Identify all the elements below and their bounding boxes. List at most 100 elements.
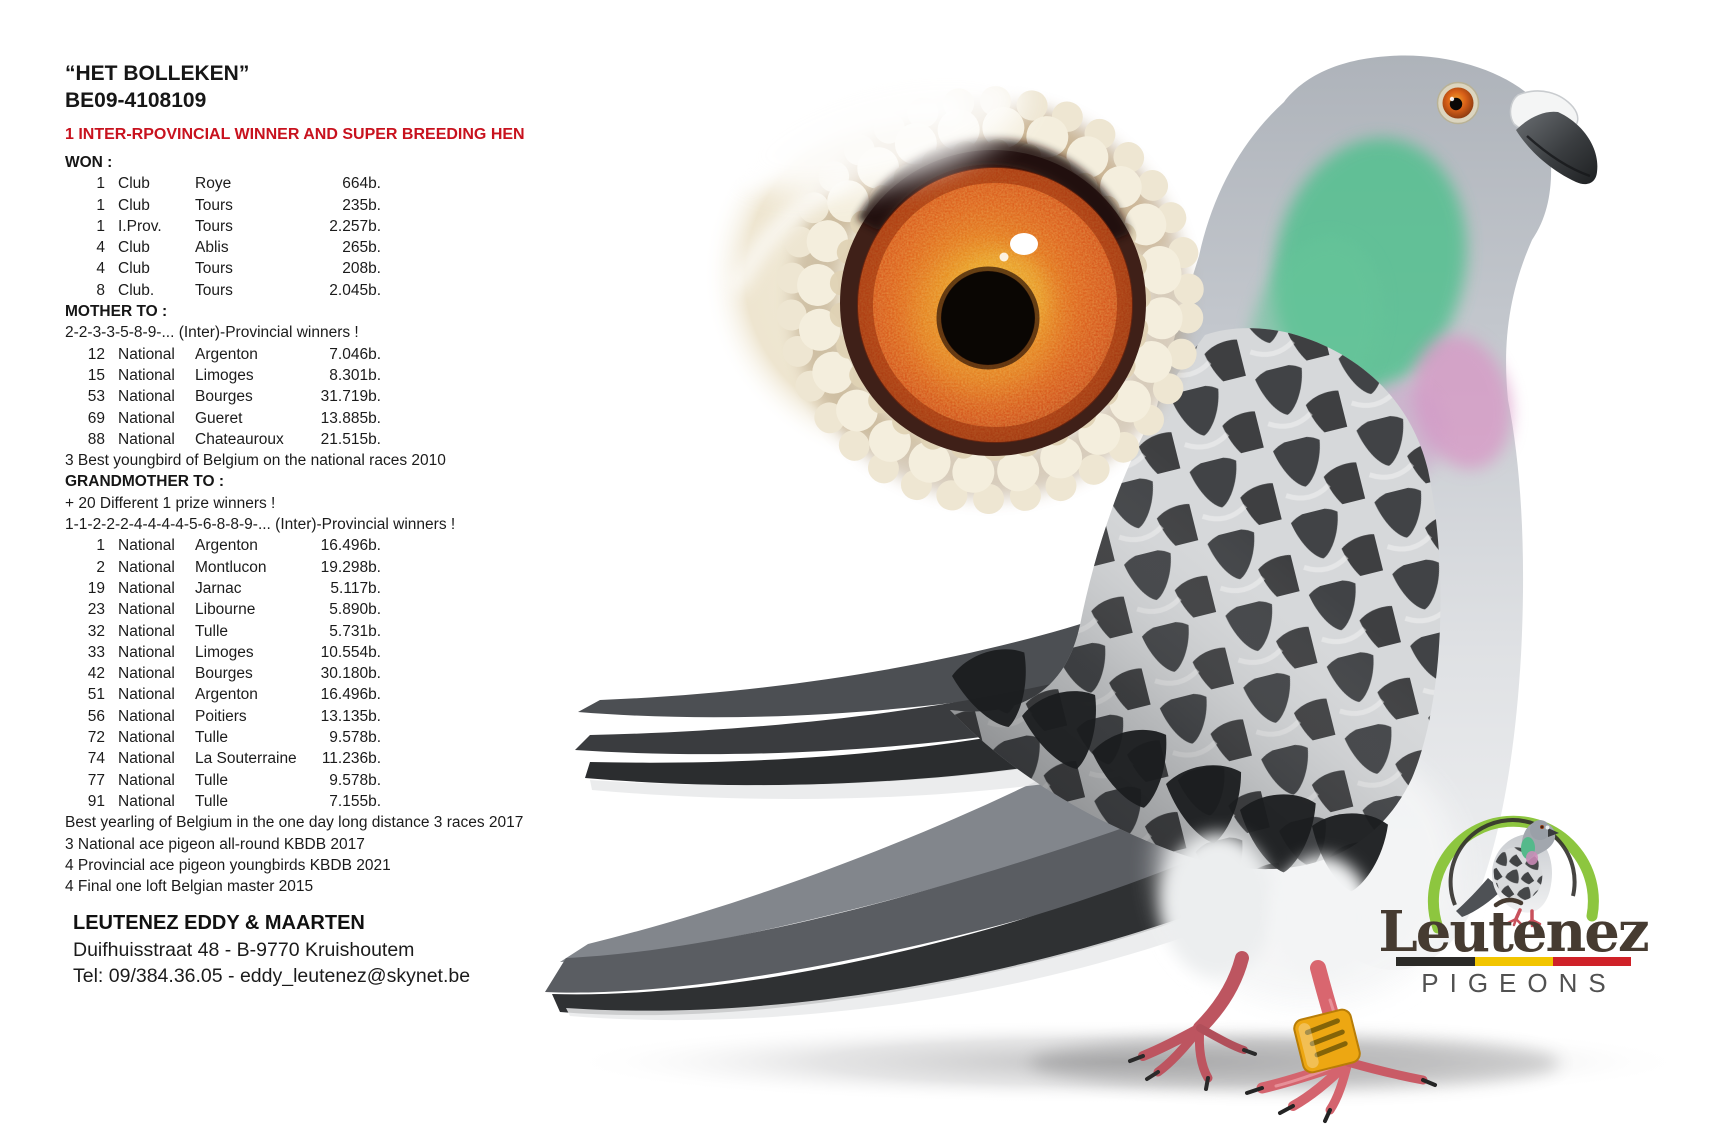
result-position: 1 — [96, 217, 105, 235]
ring-number: BE09-4108109 — [65, 89, 207, 112]
grandmother-intro-1: + 20 Different 1 prize winners ! — [65, 494, 276, 512]
pedigree-text-column: “HET BOLLEKEN” BE09-4108109 1 INTER-RPOV… — [65, 60, 650, 989]
result-level: Club — [118, 260, 150, 278]
result-row: 51 National Argenton 16.496b. — [65, 684, 650, 705]
result-race: Tulle — [195, 729, 229, 747]
result-position: 72 — [87, 729, 105, 747]
breeder-tel-email: Tel: 09/384.36.05 - eddy_leutenez@skynet… — [73, 965, 471, 988]
result-row: 8 Club. Tours 2.045b. — [65, 280, 650, 301]
result-row: 19 National Jarnac 5.117b. — [65, 578, 650, 599]
result-position: 4 — [96, 260, 105, 278]
result-level: National — [118, 792, 175, 810]
result-level: I.Prov. — [118, 217, 162, 235]
result-birds: 664b. — [342, 175, 381, 193]
result-race: Roye — [195, 175, 232, 193]
result-row: 23 National Libourne 5.890b. — [65, 599, 650, 620]
pigeon-photo — [545, 55, 1598, 1123]
result-level: National — [118, 579, 175, 597]
result-birds: 2.257b. — [329, 217, 381, 235]
result-race: Tours — [195, 196, 233, 214]
logo-pigeon-icon — [1456, 820, 1559, 928]
result-birds: 5.890b. — [329, 601, 381, 619]
result-position: 1 — [96, 196, 105, 214]
result-row: 42 National Bourges 30.180b. — [65, 663, 650, 684]
result-race: La Souterraine — [195, 750, 297, 768]
pigeon-thighs — [1162, 833, 1372, 980]
result-race: Tours — [195, 260, 233, 278]
result-level: National — [118, 707, 175, 725]
belgian-flag-stripe — [1396, 957, 1631, 966]
result-row: 32 National Tulle 5.731b. — [65, 621, 650, 642]
result-birds: 16.496b. — [320, 537, 381, 555]
result-race: Bourges — [195, 665, 253, 683]
result-level: National — [118, 388, 175, 406]
result-birds: 13.135b. — [320, 707, 381, 725]
result-level: National — [118, 558, 175, 576]
breeder-name: LEUTENEZ EDDY & MAARTEN — [73, 912, 365, 935]
result-position: 33 — [87, 643, 105, 661]
result-birds: 9.578b. — [329, 729, 381, 747]
result-race: Limoges — [195, 366, 254, 384]
result-birds: 10.554b. — [320, 643, 381, 661]
result-position: 56 — [87, 707, 105, 725]
result-race: Jarnac — [195, 579, 242, 597]
grandmother-intro-2: 1-1-2-2-2-4-4-4-4-5-6-8-8-9-... (Inter)-… — [65, 516, 456, 534]
result-row: 33 National Limoges 10.554b. — [65, 642, 650, 663]
result-birds: 19.298b. — [320, 558, 381, 576]
result-row: 56 National Poitiers 13.135b. — [65, 706, 650, 727]
result-level: Club — [118, 239, 150, 257]
eye-highlight — [1010, 233, 1038, 255]
result-level: National — [118, 729, 175, 747]
result-race: Libourne — [195, 601, 256, 619]
result-position: 74 — [87, 750, 105, 768]
result-level: National — [118, 409, 175, 427]
result-level: National — [118, 601, 175, 619]
result-row: 74 National La Souterraine 11.236b. — [65, 748, 650, 769]
result-row: 4 Club Ablis 265b. — [65, 237, 650, 258]
result-birds: 5.731b. — [329, 622, 381, 640]
result-position: 88 — [87, 430, 105, 448]
result-race: Montlucon — [195, 558, 267, 576]
ground-shadow — [563, 1020, 1693, 1104]
result-row: 53 National Bourges 31.719b. — [65, 386, 650, 407]
result-birds: 7.155b. — [329, 792, 381, 810]
grandmother-heading: GRANDMOTHER TO : — [65, 473, 225, 491]
result-level: National — [118, 345, 175, 363]
contact-block: LEUTENEZ EDDY & MAARTEN Duifhuisstraat 4… — [65, 910, 650, 989]
result-birds: 16.496b. — [320, 686, 381, 704]
result-position: 42 — [87, 665, 105, 683]
achievement-line: 4 Provincial ace pigeon youngbirds KBDB … — [65, 856, 391, 874]
result-race: Ablis — [195, 239, 229, 257]
result-position: 23 — [87, 601, 105, 619]
result-race: Limoges — [195, 643, 254, 661]
result-race: Bourges — [195, 388, 253, 406]
result-row: 1 National Argenton 16.496b. — [65, 535, 650, 556]
result-row: 72 National Tulle 9.578b. — [65, 727, 650, 748]
result-level: Club. — [118, 281, 155, 299]
result-race: Argenton — [195, 686, 258, 704]
result-race: Poitiers — [195, 707, 247, 725]
eye-photo — [703, 63, 1204, 514]
result-row: 15 National Limoges 8.301b. — [65, 365, 650, 386]
result-row: 1 Club Tours 235b. — [65, 195, 650, 216]
mother-heading: MOTHER TO : — [65, 303, 168, 321]
pigeon-ring-band — [1293, 1008, 1361, 1074]
result-level: National — [118, 750, 175, 768]
result-race: Tulle — [195, 771, 229, 789]
pigeon-beak — [1516, 111, 1598, 185]
result-birds: 235b. — [342, 196, 381, 214]
grandmother-table: 1 National Argenton 16.496b. 2 National … — [65, 535, 650, 812]
result-level: National — [118, 537, 175, 555]
mother-note: 3 Best youngbird of Belgium on the natio… — [65, 452, 446, 470]
result-birds: 31.719b. — [320, 388, 381, 406]
result-position: 51 — [87, 686, 105, 704]
pigeon-name: “HET BOLLEKEN” — [65, 62, 250, 85]
result-level: National — [118, 665, 175, 683]
result-level: National — [118, 622, 175, 640]
result-race: Tours — [195, 281, 233, 299]
mother-table: 12 National Argenton 7.046b. 15 National… — [65, 344, 650, 450]
mother-intro: 2-2-3-3-5-8-9-... (Inter)-Provincial win… — [65, 324, 359, 342]
result-level: National — [118, 366, 175, 384]
